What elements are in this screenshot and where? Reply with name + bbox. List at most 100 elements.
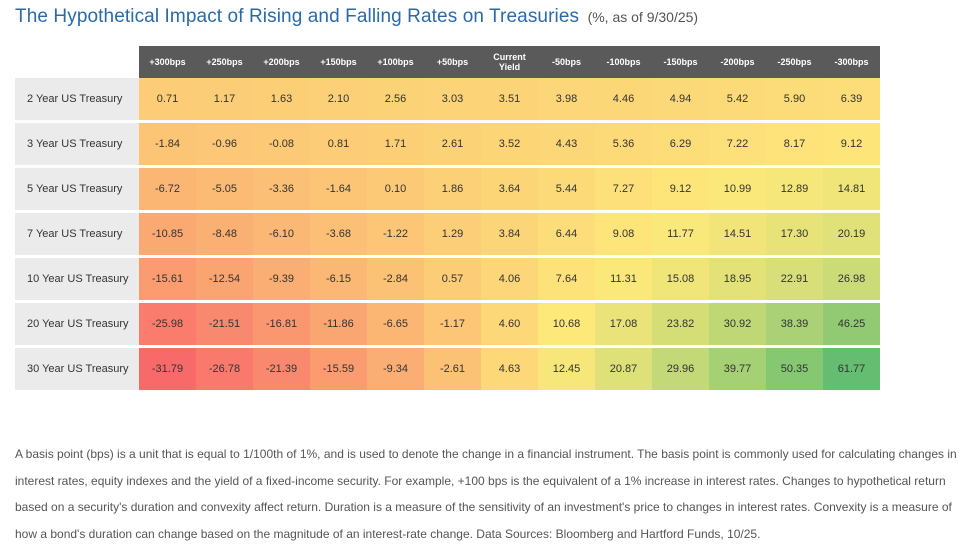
heatmap-cell: 9.12 [823, 121, 880, 168]
column-header: +200bps [253, 46, 310, 78]
column-header: -250bps [766, 46, 823, 78]
heatmap-cell: 22.91 [766, 256, 823, 303]
heatmap-cell: 17.30 [766, 211, 823, 258]
chart-subtitle: (%, as of 9/30/25) [587, 9, 699, 25]
heatmap-cell: -1.64 [310, 166, 367, 213]
heatmap-cell: 1.86 [424, 166, 481, 213]
column-header: Current Yield [481, 46, 538, 78]
heatmap-cell: 5.36 [595, 121, 652, 168]
heatmap-cell: 23.82 [652, 301, 709, 348]
column-header: -50bps [538, 46, 595, 78]
column-header: +150bps [310, 46, 367, 78]
heatmap-cell: 20.19 [823, 211, 880, 258]
heatmap-cell: -6.10 [253, 211, 310, 258]
heatmap-cell: 5.42 [709, 78, 766, 123]
heatmap-cell: 1.17 [196, 78, 253, 123]
heatmap-cell: 3.52 [481, 121, 538, 168]
heatmap-cell: -6.15 [310, 256, 367, 303]
page-title: The Hypothetical Impact of Rising and Fa… [15, 6, 698, 28]
column-header: -300bps [823, 46, 880, 78]
heatmap-cell: 50.35 [766, 346, 823, 393]
heatmap-cell: 20.87 [595, 346, 652, 393]
row-label: 7 Year US Treasury [15, 211, 139, 258]
heatmap-cell: 10.68 [538, 301, 595, 348]
heatmap-cell: 0.81 [310, 121, 367, 168]
heatmap-cell: 0.10 [367, 166, 424, 213]
heatmap-cell: 4.60 [481, 301, 538, 348]
table-row: 30 Year US Treasury -31.79 -26.78 -21.39 -15… [15, 346, 880, 393]
heatmap-cell: 9.12 [652, 166, 709, 213]
heatmap-cell: 12.89 [766, 166, 823, 213]
heatmap-cell: -5.05 [196, 166, 253, 213]
heatmap-cell: -9.39 [253, 256, 310, 303]
row-label: 5 Year US Treasury [15, 166, 139, 213]
heatmap-cell: -15.59 [310, 346, 367, 393]
table-row: 7 Year US Treasury -10.85 -8.48 -6.10 -3.68-… [15, 211, 880, 258]
footnote: A basis point (bps) is a unit that is eq… [15, 447, 957, 541]
heatmap-cell: 46.25 [823, 301, 880, 348]
heatmap-cell: 38.39 [766, 301, 823, 348]
heatmap-cell: -8.48 [196, 211, 253, 258]
table-row: 20 Year US Treasury -25.98 -21.51 -16.81 -11… [15, 301, 880, 348]
heatmap-cell: -21.39 [253, 346, 310, 393]
heatmap-cell: -16.81 [253, 301, 310, 348]
heatmap-cell: 17.08 [595, 301, 652, 348]
heatmap-cell: -1.22 [367, 211, 424, 258]
heatmap-cell: 3.98 [538, 78, 595, 123]
heatmap-cell: 5.90 [766, 78, 823, 123]
heatmap-cell: 10.99 [709, 166, 766, 213]
column-header: -150bps [652, 46, 709, 78]
heatmap-cell: 3.51 [481, 78, 538, 123]
heatmap-cell: 26.98 [823, 256, 880, 303]
heatmap-cell: 2.56 [367, 78, 424, 123]
table-row: 3 Year US Treasury -1.84 -0.96 -0.08 0.81 1.7… [15, 121, 880, 168]
header-corner [15, 46, 139, 78]
column-header: -100bps [595, 46, 652, 78]
row-label: 3 Year US Treasury [15, 121, 139, 168]
column-header: +50bps [424, 46, 481, 78]
row-label: 10 Year US Treasury [15, 256, 139, 303]
heatmap-cell: 3.03 [424, 78, 481, 123]
heatmap-cell: -10.85 [139, 211, 196, 258]
heatmap-cell: -3.68 [310, 211, 367, 258]
column-header: -200bps [709, 46, 766, 78]
row-label: 2 Year US Treasury [15, 78, 139, 123]
heatmap-cell: 11.77 [652, 211, 709, 258]
heatmap-cell: -11.86 [310, 301, 367, 348]
heatmap-cell: 2.61 [424, 121, 481, 168]
heatmap-cell: 30.92 [709, 301, 766, 348]
column-header: +300bps [139, 46, 196, 78]
heatmap-cell: 5.44 [538, 166, 595, 213]
heatmap-cell: 8.17 [766, 121, 823, 168]
heatmap-cell: 1.71 [367, 121, 424, 168]
heatmap-cell: 6.29 [652, 121, 709, 168]
heatmap-cell: 7.64 [538, 256, 595, 303]
heatmap-cell: -6.72 [139, 166, 196, 213]
heatmap-cell: 15.08 [652, 256, 709, 303]
heatmap-cell: 9.08 [595, 211, 652, 258]
heatmap-cell: 2.10 [310, 78, 367, 123]
column-header: +100bps [367, 46, 424, 78]
heatmap-cell: -1.17 [424, 301, 481, 348]
heatmap-cell: -2.61 [424, 346, 481, 393]
heatmap-cell: 11.31 [595, 256, 652, 303]
table-row: 2 Year US Treasury 0.71 1.17 1.63 2.10 2.56 3.… [15, 78, 880, 123]
table-row: 10 Year US Treasury -15.61 -12.54 -9.39 -6.1… [15, 256, 880, 303]
heatmap-cell: 14.51 [709, 211, 766, 258]
heatmap-cell: 4.94 [652, 78, 709, 123]
heatmap-cell: -12.54 [196, 256, 253, 303]
heatmap-cell: 61.77 [823, 346, 880, 393]
heatmap-cell: 7.27 [595, 166, 652, 213]
heatmap-cell: 3.64 [481, 166, 538, 213]
heatmap-cell: -1.84 [139, 121, 196, 168]
heatmap-cell: 12.45 [538, 346, 595, 393]
header-row: +300bps +250bps +200bps +150bps +100bps +50bp… [15, 46, 880, 78]
heatmap-cell: 4.06 [481, 256, 538, 303]
heatmap-cell: -6.65 [367, 301, 424, 348]
heatmap-cell: 18.95 [709, 256, 766, 303]
row-label: 30 Year US Treasury [15, 346, 139, 393]
heatmap-cell: 29.96 [652, 346, 709, 393]
heatmap-cell: 4.43 [538, 121, 595, 168]
heatmap-cell: -31.79 [139, 346, 196, 393]
heatmap-cell: 1.29 [424, 211, 481, 258]
